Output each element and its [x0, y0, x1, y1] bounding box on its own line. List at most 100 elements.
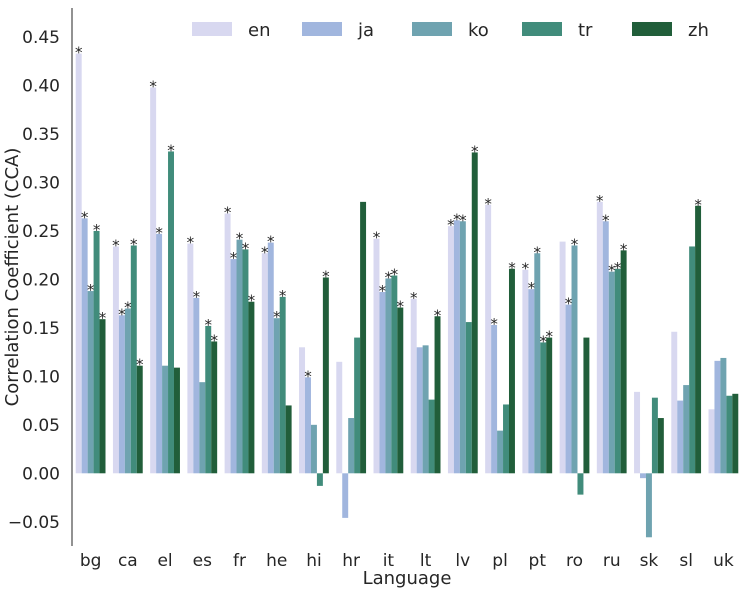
x-tick-label: it	[383, 551, 395, 571]
y-tick-label: 0.35	[22, 125, 60, 145]
significance-star: *	[379, 282, 387, 300]
significance-star: *	[248, 292, 256, 310]
y-tick-label: 0.00	[22, 464, 60, 484]
bar-pl-ja	[491, 324, 498, 474]
bar-ru-tr	[614, 268, 621, 474]
legend-label-ko: ko	[468, 20, 489, 41]
significance-star: *	[528, 279, 536, 297]
significance-star: *	[267, 233, 275, 251]
legend-label-zh: zh	[688, 20, 709, 41]
bar-he-en	[261, 253, 268, 474]
bar-sl-ko	[683, 385, 690, 474]
significance-star: *	[447, 216, 455, 234]
bar-lt-tr	[428, 399, 435, 474]
x-ticks: bg ca el es fr he hi hr it lt lv pl pt ro ru sk sl uk	[80, 551, 734, 571]
bar-ro-ja	[565, 304, 572, 474]
bar-pt-tr	[540, 342, 547, 474]
bar-pt-en	[522, 269, 529, 474]
bar-sk-tr	[651, 397, 658, 474]
significance-star: *	[490, 315, 498, 333]
x-tick-label: he	[266, 551, 287, 571]
bar-el-ja	[156, 233, 163, 474]
bar-bg-en	[75, 53, 82, 474]
bar-he-ja	[267, 242, 274, 474]
bar-uk-en	[708, 409, 715, 474]
bar-ca-en	[112, 246, 119, 474]
significance-star: *	[224, 204, 232, 222]
x-axis-label: Language	[363, 568, 452, 589]
significance-star: *	[81, 208, 89, 226]
bar-it-en	[373, 238, 380, 474]
y-axis-label: Correlation Coefficient (CCA)	[2, 148, 23, 407]
significance-star: *	[596, 192, 604, 210]
bar-hr-ja	[342, 473, 349, 518]
significance-star: *	[130, 235, 138, 253]
legend-swatch-zh	[632, 22, 672, 36]
significance-star: *	[187, 234, 195, 252]
significance-star: *	[565, 295, 573, 313]
significance-star: *	[261, 243, 269, 261]
bar-pl-ko	[497, 430, 504, 474]
bar-el-en	[150, 87, 157, 474]
bar-pt-ja	[528, 289, 535, 474]
bar-lv-ko	[459, 221, 466, 474]
bar-sl-ja	[677, 400, 684, 474]
significance-star: *	[193, 288, 201, 306]
significance-star: *	[620, 240, 628, 258]
bar-es-tr	[205, 325, 212, 474]
legend: en ja ko tr zh	[192, 20, 709, 41]
bar-lt-ko	[422, 345, 429, 474]
y-tick-label: 0.10	[22, 367, 60, 387]
bar-ro-en	[559, 241, 566, 474]
significance-star: *	[322, 267, 330, 285]
bar-sk-ja	[640, 473, 646, 479]
bar-fr-zh	[248, 301, 255, 474]
bar-hr-ko	[348, 418, 355, 474]
bar-el-ko	[162, 365, 169, 474]
y-tick-label: −0.05	[8, 513, 60, 533]
y-tick-label: 0.30	[22, 173, 60, 193]
significance-star: *	[545, 328, 553, 346]
bar-es-ko	[199, 382, 206, 474]
x-tick-label: ru	[603, 551, 621, 571]
bar-he-tr	[279, 296, 286, 474]
bar-pl-zh	[508, 268, 515, 474]
y-tick-label: 0.20	[22, 270, 60, 290]
significance-star: *	[410, 289, 418, 307]
significance-star: *	[210, 331, 218, 349]
bar-hr-tr	[354, 337, 361, 474]
bar-ru-ja	[602, 221, 609, 474]
bar-he-ko	[273, 318, 280, 474]
bar-it-ko	[385, 278, 392, 474]
significance-star: *	[167, 141, 175, 159]
significance-star: *	[434, 306, 442, 324]
bar-ca-tr	[130, 245, 137, 474]
x-tick-label: hi	[306, 551, 322, 571]
legend-swatch-ja	[302, 22, 342, 36]
significance-star: *	[75, 44, 83, 62]
significance-star: *	[614, 259, 622, 277]
bar-es-ja	[193, 297, 200, 474]
significance-star: *	[204, 316, 212, 334]
bar-ro-ko	[571, 245, 578, 474]
significance-star: *	[539, 332, 547, 350]
significance-star: *	[112, 236, 120, 254]
bar-fr-ja	[230, 259, 237, 474]
x-tick-label: ro	[566, 551, 583, 571]
y-tick-label: 0.40	[22, 77, 60, 97]
significance-star: *	[602, 211, 610, 229]
significance-star: *	[471, 142, 479, 160]
bar-hi-ko	[310, 424, 317, 474]
bar-uk-ko	[720, 357, 727, 474]
significance-markers: ********************************* *******…	[75, 44, 702, 386]
bar-hi-en	[299, 347, 306, 474]
bar-fr-tr	[242, 249, 249, 474]
bar-he-zh	[285, 405, 292, 474]
bar-fr-ko	[236, 239, 243, 474]
bar-it-tr	[391, 275, 398, 474]
bar-lt-en	[410, 298, 417, 474]
significance-star: *	[453, 210, 461, 228]
bar-hr-zh	[360, 201, 367, 474]
bar-ro-zh	[583, 337, 590, 474]
significance-star: *	[385, 268, 393, 286]
